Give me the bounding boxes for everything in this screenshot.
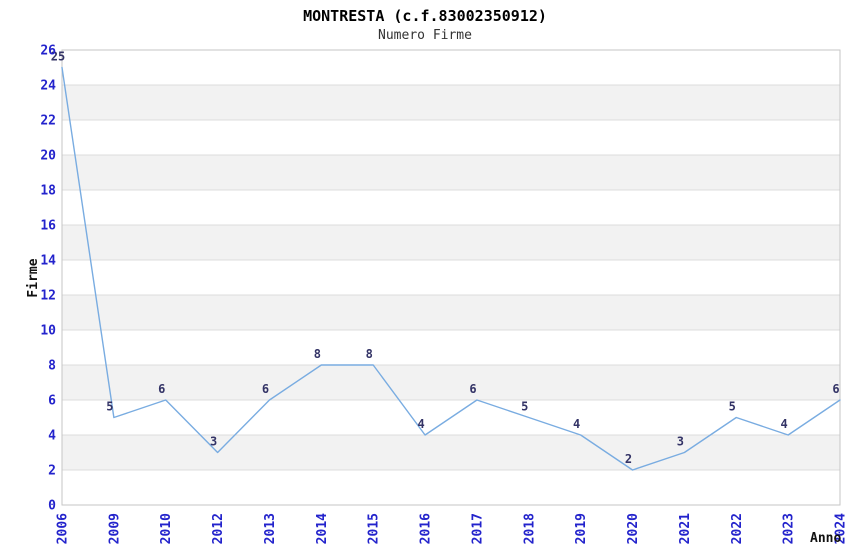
y-tick-label: 22 [40,114,56,129]
point-label: 8 [314,347,321,361]
y-tick-label: 2 [48,464,56,479]
y-tick-label: 6 [48,394,56,409]
x-tick-label: 2019 [574,513,589,544]
y-tick-label: 16 [40,219,56,234]
y-tick-label: 0 [48,499,56,514]
point-label: 4 [573,417,580,431]
alt-band [62,435,840,470]
x-tick-label: 2014 [315,513,330,544]
point-label: 8 [366,347,373,361]
x-tick-label: 2024 [834,513,849,544]
chart-title: MONTRESTA (c.f.83002350912) [303,7,547,25]
x-tick-label: 2022 [730,513,745,544]
point-label: 5 [106,400,113,414]
alt-band [62,155,840,190]
plot-area-border [61,49,841,506]
point-label: 5 [521,400,528,414]
y-tick-label: 20 [40,149,56,164]
series-layer [61,66,841,471]
x-tick-label: 2009 [107,513,122,544]
y-tick-label: 14 [40,254,56,269]
x-axis-tick-labels: 2006 2009 2010 2012 2013 2014 2015 2016 2017 2018… [56,513,849,544]
point-label: 4 [417,417,424,431]
point-label: 25 [51,50,65,64]
alt-band [62,225,840,260]
x-tick-label: 2017 [470,513,485,544]
point-label: 6 [262,382,269,396]
y-tick-label: 24 [40,79,56,94]
y-tick-label: 18 [40,184,56,199]
alt-band [62,365,840,400]
point-label: 3 [210,435,217,449]
x-tick-label: 2013 [263,513,278,544]
y-axis-title: Firme [26,258,41,297]
x-tick-label: 2015 [367,513,382,544]
chart-subtitle: Numero Firme [378,28,472,43]
point-labels: 25 5 6 3 6 8 8 4 6 5 4 2 3 5 4 6 [51,50,840,467]
x-tick-label: 2021 [678,513,693,544]
y-tick-label: 26 [40,44,56,59]
x-tick-label: 2010 [159,513,174,544]
point-label: 5 [729,400,736,414]
background-bands [62,85,840,470]
point-label: 6 [832,382,839,396]
x-tick-label: 2020 [626,513,641,544]
point-label: 3 [677,435,684,449]
x-tick-label: 2006 [56,513,71,544]
alt-band [62,295,840,330]
y-tick-label: 12 [40,289,56,304]
gridlines [62,84,840,471]
x-axis-title: Anno [810,531,841,546]
series-line-numero-firme [61,66,841,471]
y-tick-label: 10 [40,324,56,339]
point-label: 2 [625,452,632,466]
y-tick-label: 4 [48,429,56,444]
x-tick-label: 2018 [522,513,537,544]
x-tick-label: 2012 [211,513,226,544]
point-label: 6 [469,382,476,396]
x-tick-label: 2016 [419,513,434,544]
point-label: 6 [158,382,165,396]
alt-band [62,85,840,120]
x-tick-label: 2023 [782,513,797,544]
point-label: 4 [781,417,788,431]
y-tick-label: 8 [48,359,56,374]
